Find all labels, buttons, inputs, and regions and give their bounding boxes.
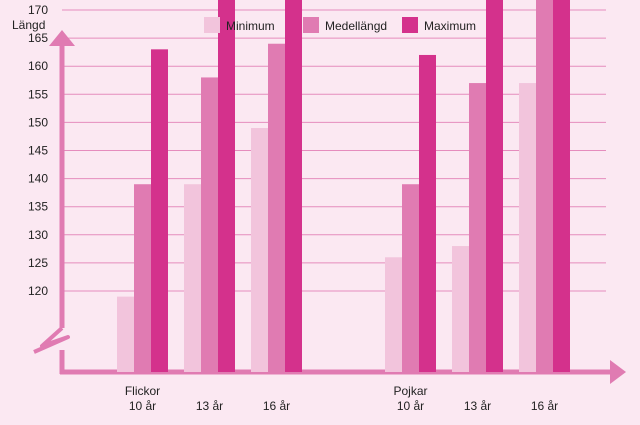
x-category-label: Flickor	[125, 384, 160, 398]
y-axis-arrow	[49, 30, 75, 46]
bars	[117, 0, 570, 373]
bar-maximum	[486, 0, 503, 372]
y-tick-label: 155	[28, 87, 48, 101]
bar-minimum	[519, 83, 536, 372]
y-tick-label: 150	[28, 115, 48, 129]
bar-minimum	[251, 128, 268, 372]
x-category-label: 16 år	[263, 399, 290, 413]
x-category-label: 10 år	[397, 399, 424, 413]
bar-minimum	[117, 296, 134, 372]
bar-medellängd	[268, 43, 285, 372]
legend-label: Maximum	[424, 19, 476, 33]
x-category-label: 13 år	[464, 399, 491, 413]
legend-label: Minimum	[226, 19, 275, 33]
y-ticks: 1201251301351401451501551601651701751801…	[28, 3, 48, 298]
bar-minimum	[184, 184, 201, 372]
bar-maximum	[151, 49, 168, 373]
bar-medellängd	[402, 184, 419, 372]
y-tick-label: 160	[28, 59, 48, 73]
y-tick-label: 130	[28, 228, 48, 242]
legend-label: Medellängd	[325, 19, 387, 33]
y-axis-label: Längd	[12, 18, 45, 32]
y-tick-label: 145	[28, 144, 48, 158]
y-tick-label: 135	[28, 200, 48, 214]
x-category-label: Pojkar	[393, 384, 427, 398]
x-category-label: 16 år	[531, 399, 558, 413]
x-axis-arrow	[610, 360, 626, 384]
x-category-label: 13 år	[196, 399, 223, 413]
y-tick-label: 140	[28, 172, 48, 186]
bar-maximum	[419, 54, 436, 373]
bar-medellängd	[536, 0, 553, 373]
legend: Minimum Medellängd Maximum	[204, 17, 476, 33]
bar-medellängd	[134, 184, 151, 372]
y-tick-label: 125	[28, 256, 48, 270]
bar-maximum	[218, 0, 235, 373]
y-tick-label: 170	[28, 3, 48, 17]
bar-maximum	[285, 0, 302, 372]
bar-medellängd	[201, 77, 218, 372]
bar-medellängd	[469, 83, 486, 372]
bar-minimum	[452, 246, 469, 372]
y-tick-label: 165	[28, 31, 48, 45]
bar-maximum	[553, 0, 570, 372]
x-category-label: 10 år	[129, 399, 156, 413]
bar-minimum	[385, 257, 402, 372]
y-axis-break	[33, 326, 70, 354]
legend-swatch	[402, 17, 418, 33]
y-tick-label: 120	[28, 284, 48, 298]
legend-swatch	[303, 17, 319, 33]
legend-swatch	[204, 17, 220, 33]
